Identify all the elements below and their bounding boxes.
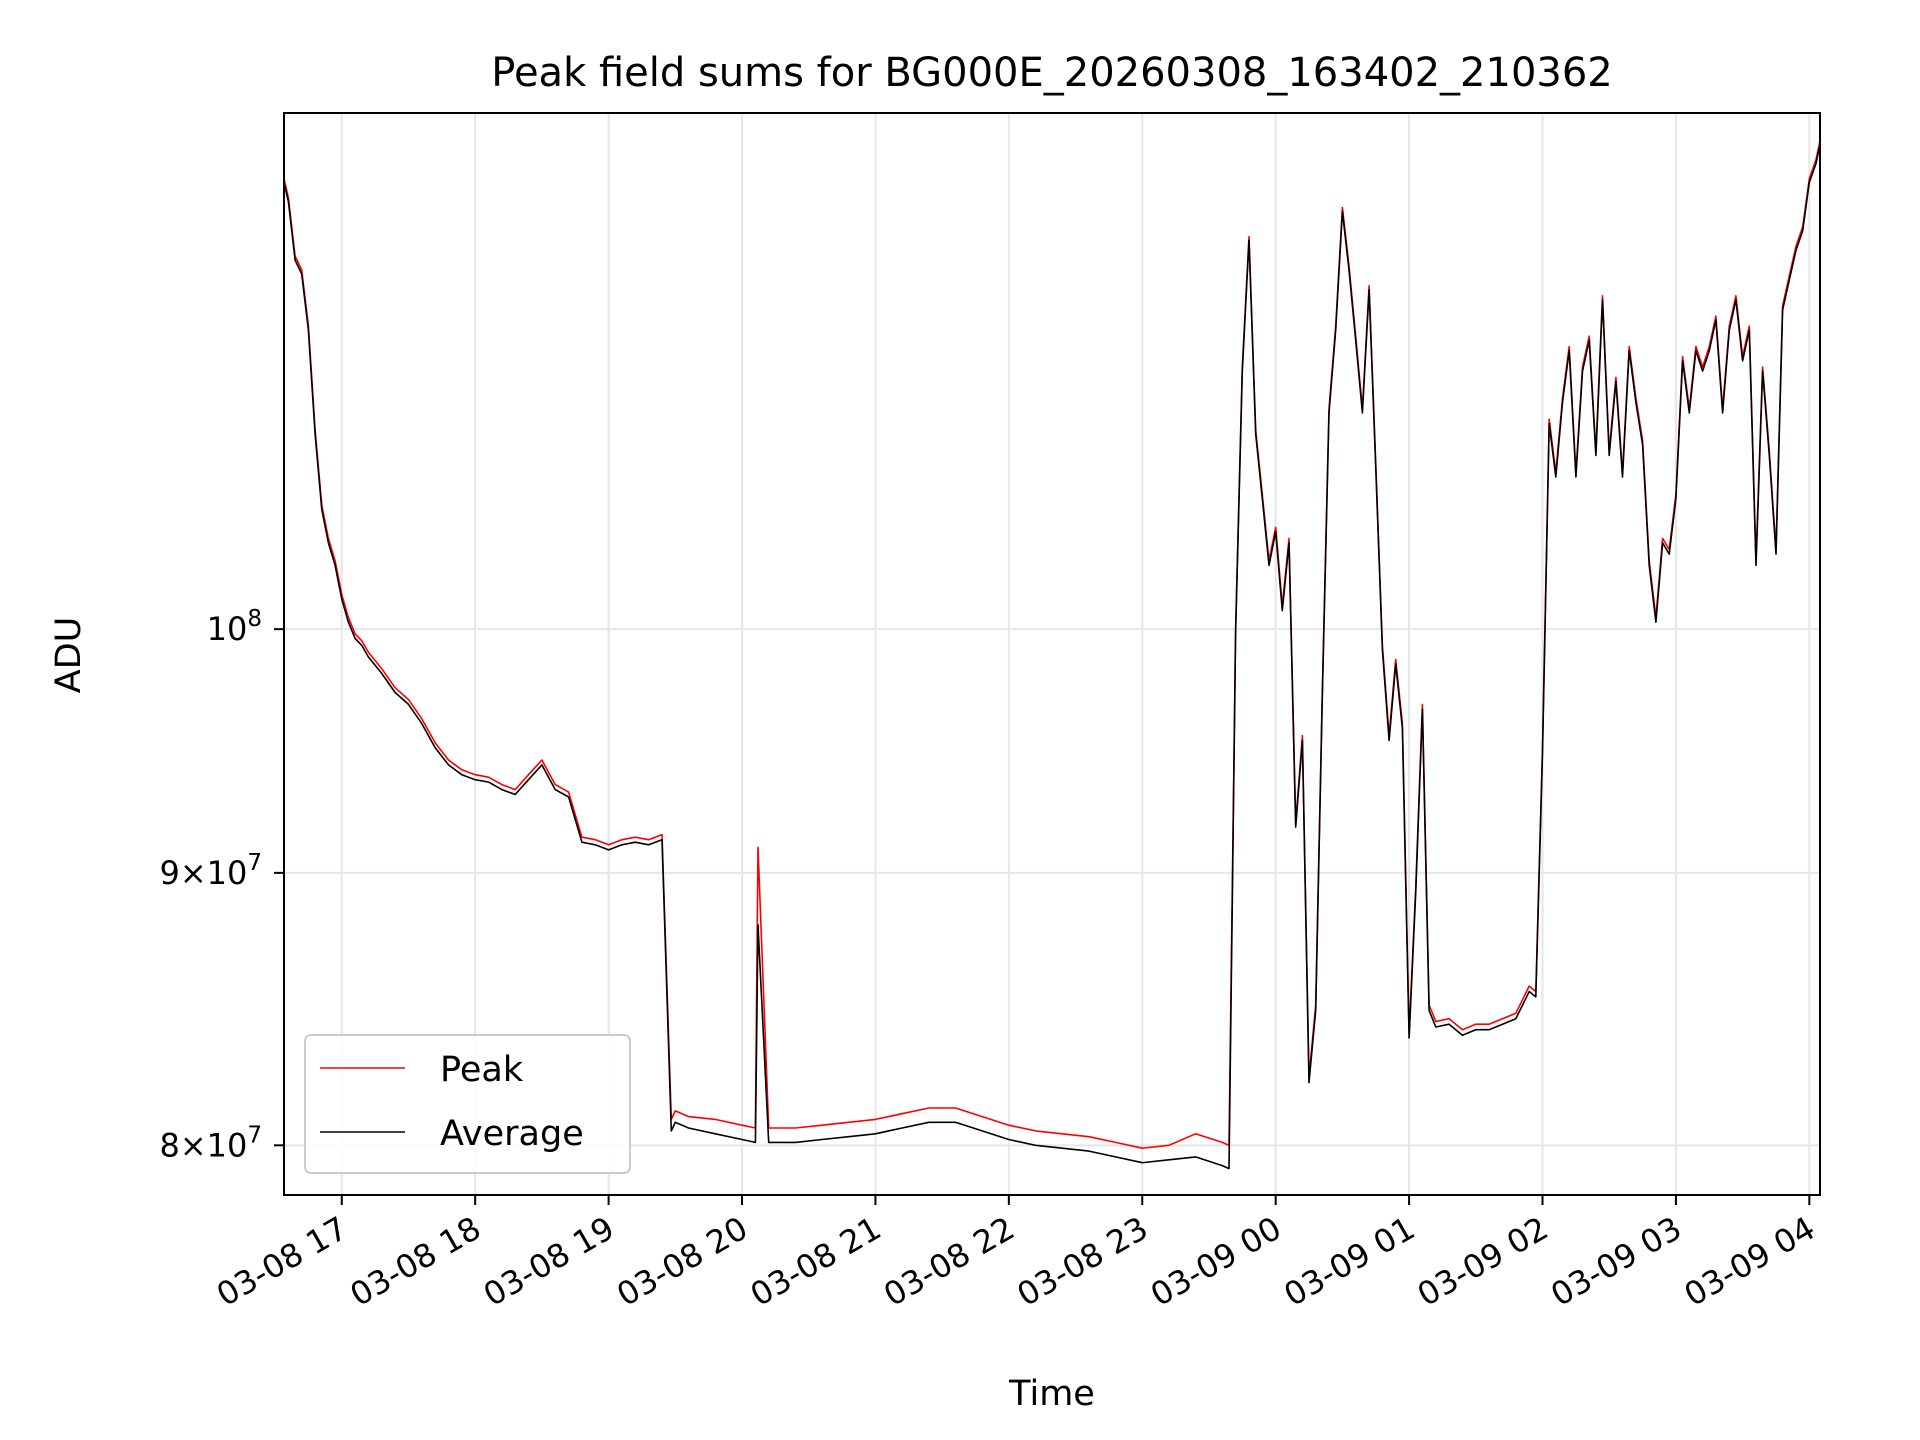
y-axis: 8×107 9×107 108	[159, 606, 284, 1164]
y-tick-label: 9×107	[159, 850, 262, 892]
y-axis-label: ADU	[49, 617, 89, 694]
series-group	[283, 140, 1821, 1170]
legend-label-average: Average	[440, 1114, 584, 1154]
y-tick-label: 8×107	[159, 1122, 262, 1164]
chart-title: Peak field sums for BG000E_20260308_1634…	[491, 50, 1612, 96]
plot-frame	[283, 112, 1821, 1196]
x-axis-label: Time	[1008, 1374, 1095, 1414]
legend: Peak Average	[304, 1034, 631, 1174]
grid	[284, 113, 1820, 1195]
y-tick-label: 108	[207, 606, 262, 648]
legend-label-peak: Peak	[440, 1050, 524, 1090]
legend-box	[304, 1034, 631, 1174]
series-line-average	[283, 144, 1821, 1170]
